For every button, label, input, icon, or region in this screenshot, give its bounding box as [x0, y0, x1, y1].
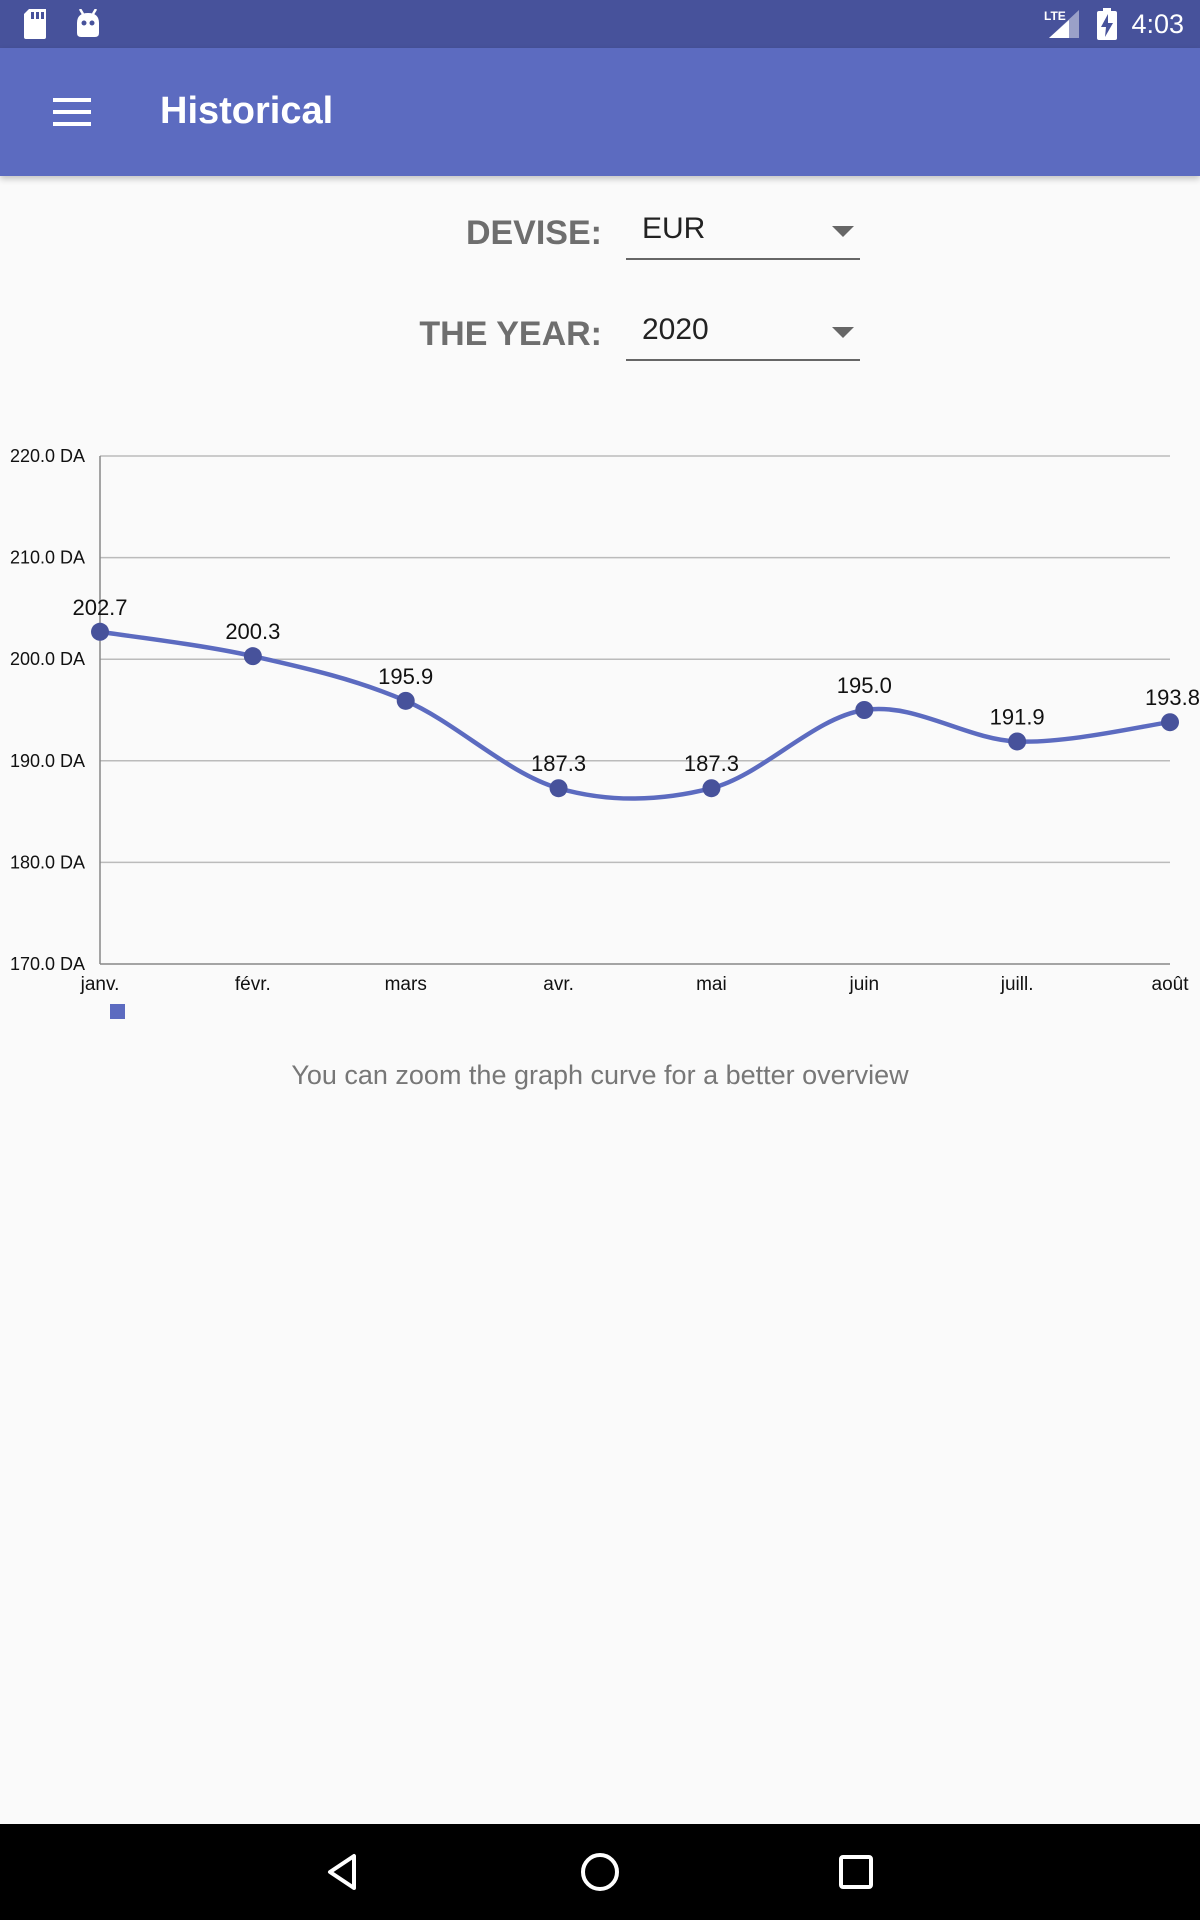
data-label: 187.3	[684, 751, 739, 776]
x-tick-label: févr.	[235, 974, 271, 995]
data-label: 187.3	[531, 751, 586, 776]
y-tick-label: 190.0 DA	[10, 751, 85, 771]
year-dropdown[interactable]: 2020	[626, 309, 860, 361]
android-icon	[77, 9, 99, 37]
y-tick-label: 170.0 DA	[10, 954, 85, 974]
currency-dropdown[interactable]: EUR	[626, 208, 860, 260]
x-tick-label: juin	[848, 974, 879, 995]
x-tick-label: mars	[385, 974, 427, 995]
hamburger-menu-icon[interactable]	[36, 82, 108, 142]
data-label: 202.7	[72, 595, 127, 620]
battery-charging-icon	[1097, 8, 1118, 40]
exchange-rate-chart[interactable]: 220.0 DA 210.0 DA 200.0 DA 190.0 DA 180.0 DA…	[0, 430, 1200, 1030]
x-tick-label: avr.	[543, 974, 574, 995]
back-icon[interactable]	[304, 1842, 384, 1902]
x-tick-label: juill.	[1000, 974, 1034, 995]
zoom-hint: You can zoom the graph curve for a bette…	[291, 1060, 909, 1090]
year-row: THE YEAR: 2020	[0, 301, 1200, 371]
y-tick-label: 180.0 DA	[10, 852, 85, 872]
year-label: THE YEAR:	[419, 315, 602, 353]
home-icon[interactable]	[560, 1842, 640, 1902]
page-title: Historical	[160, 90, 334, 132]
currency-label: DEVISE:	[465, 214, 602, 252]
y-tick-label: 210.0 DA	[10, 548, 85, 568]
data-point	[1161, 713, 1179, 732]
status-time: 4:03	[1131, 8, 1184, 39]
data-label: 195.0	[837, 673, 892, 698]
data-label: 200.3	[225, 619, 280, 644]
data-point	[549, 779, 568, 798]
data-point	[91, 622, 109, 641]
chevron-down-icon	[832, 226, 854, 237]
year-value: 2020	[642, 313, 709, 346]
app-bar: Historical	[0, 48, 1200, 176]
data-label: 193.8	[1145, 685, 1200, 710]
data-label: 195.9	[378, 664, 433, 689]
data-point	[396, 691, 415, 710]
x-tick-label: mai	[696, 974, 727, 995]
network-type: LTE	[1044, 9, 1066, 23]
x-tick-label: janv.	[80, 974, 120, 995]
data-point	[702, 779, 721, 798]
y-tick-label: 220.0 DA	[10, 446, 85, 466]
y-tick-label: 200.0 DA	[10, 649, 85, 669]
data-point	[855, 701, 874, 719]
data-label: 191.9	[990, 704, 1045, 729]
x-tick-label: août	[1152, 974, 1190, 995]
currency-value: EUR	[642, 212, 706, 245]
series-line	[99, 629, 1171, 801]
sd-card-icon	[24, 9, 46, 39]
data-point	[1008, 732, 1027, 751]
navigation-bar	[0, 1824, 1200, 1920]
status-bar: LTE 4:03	[0, 0, 1200, 48]
chevron-down-icon	[832, 327, 854, 338]
recents-icon[interactable]	[816, 1842, 896, 1902]
data-point	[243, 647, 262, 666]
legend-swatch	[110, 1004, 125, 1019]
currency-row: DEVISE: EUR	[0, 200, 1200, 270]
signal-icon: LTE	[1044, 9, 1080, 38]
